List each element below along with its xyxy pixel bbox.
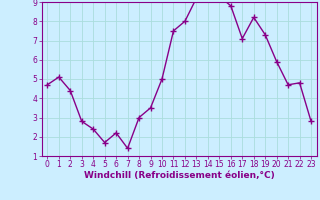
X-axis label: Windchill (Refroidissement éolien,°C): Windchill (Refroidissement éolien,°C) [84, 171, 275, 180]
